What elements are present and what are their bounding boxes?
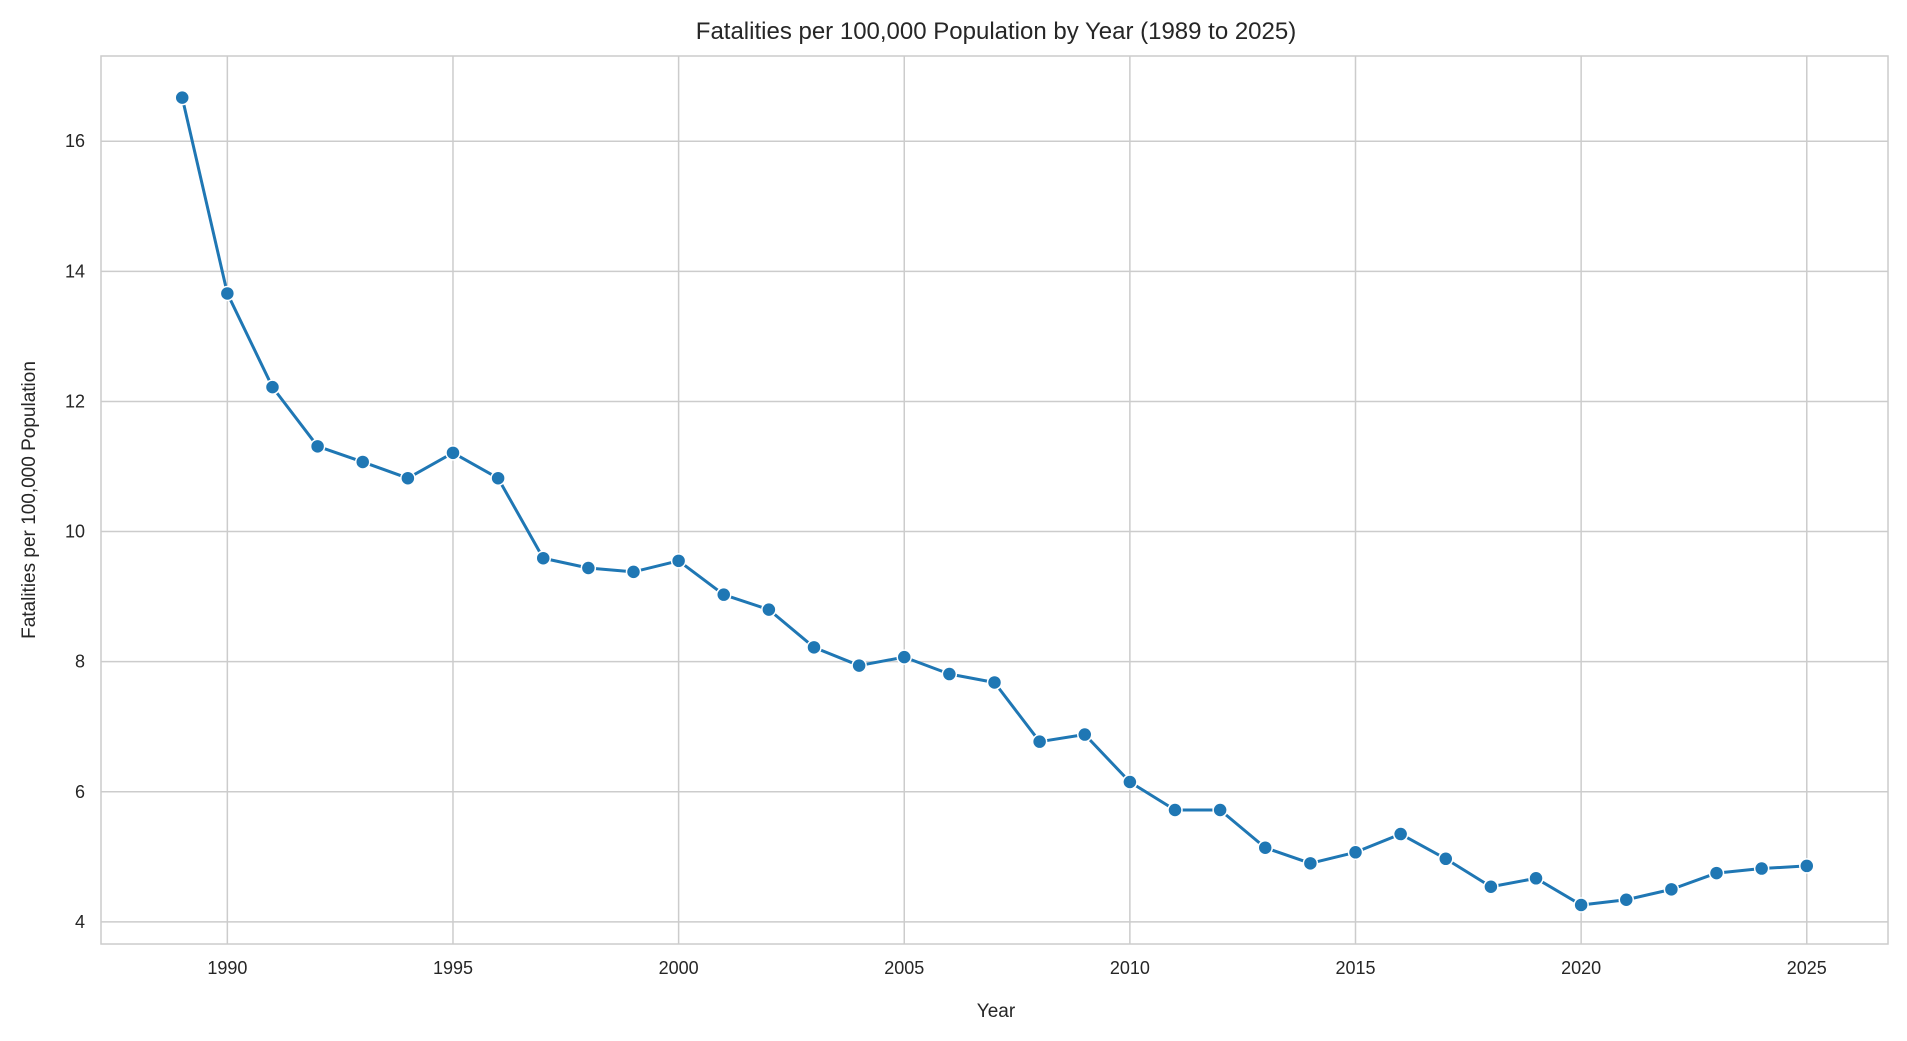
grid-lines: [101, 56, 1888, 944]
data-point: [264, 379, 281, 395]
data-point: [715, 586, 732, 603]
y-axis-label: Fatalities per 100,000 Population: [19, 361, 40, 639]
x-tick-label: 2005: [884, 958, 924, 978]
data-point: [1753, 860, 1770, 877]
data-point: [490, 470, 506, 486]
x-tick-label: 2020: [1561, 958, 1601, 978]
data-point: [851, 657, 867, 674]
data-point: [219, 285, 236, 302]
data-point: [535, 550, 551, 566]
data-point: [1167, 802, 1183, 818]
data-point: [1031, 733, 1048, 750]
y-tick-label: 4: [75, 912, 85, 932]
data-point: [941, 666, 958, 682]
data-point: [1122, 774, 1138, 790]
data-point: [1347, 844, 1364, 861]
data-point: [670, 553, 687, 569]
data-point: [896, 649, 912, 665]
data-point: [174, 89, 190, 106]
data-point: [580, 560, 597, 576]
data-point: [1573, 897, 1589, 913]
x-tick-label: 2025: [1787, 958, 1827, 978]
data-point: [1618, 892, 1635, 908]
x-tick-label: 1990: [207, 958, 247, 978]
data-point: [761, 601, 777, 618]
data-point: [1257, 839, 1274, 856]
x-tick-label: 1995: [433, 958, 473, 978]
data-point: [806, 639, 822, 656]
data-point: [1483, 879, 1499, 895]
data-point: [1392, 826, 1409, 842]
x-axis-ticks: 1990 1995 2000 2005 2010 2015 2020 2025: [207, 958, 1826, 978]
x-tick-label: 2000: [659, 958, 699, 978]
data-point: [1212, 802, 1228, 818]
y-tick-label: 16: [65, 131, 85, 151]
data-point: [1663, 881, 1680, 898]
data-point: [1799, 858, 1815, 874]
series-line: [174, 89, 1815, 913]
y-tick-label: 6: [75, 782, 85, 802]
x-tick-label: 2010: [1110, 958, 1150, 978]
x-axis-label: Year: [977, 1001, 1016, 1022]
y-tick-label: 14: [65, 261, 85, 281]
data-point: [1302, 855, 1319, 872]
y-tick-label: 8: [75, 652, 85, 672]
x-tick-label: 2015: [1335, 958, 1375, 978]
data-point: [1077, 726, 1093, 743]
data-point: [986, 674, 1003, 691]
y-tick-label: 12: [65, 391, 85, 411]
data-point: [1438, 851, 1454, 867]
data-point: [400, 470, 416, 486]
data-line: [180, 97, 1807, 907]
data-point: [1708, 865, 1725, 881]
y-axis-ticks: 4 6 8 10 12 14 16: [65, 131, 85, 932]
data-point: [354, 454, 371, 470]
data-point: [1528, 870, 1544, 887]
chart-title: Fatalities per 100,000 Population by Yea…: [696, 18, 1296, 45]
data-point: [309, 438, 326, 455]
plot-frame: [100, 55, 1889, 945]
data-point: [625, 564, 642, 580]
y-tick-label: 10: [65, 522, 85, 542]
data-point: [445, 445, 461, 461]
